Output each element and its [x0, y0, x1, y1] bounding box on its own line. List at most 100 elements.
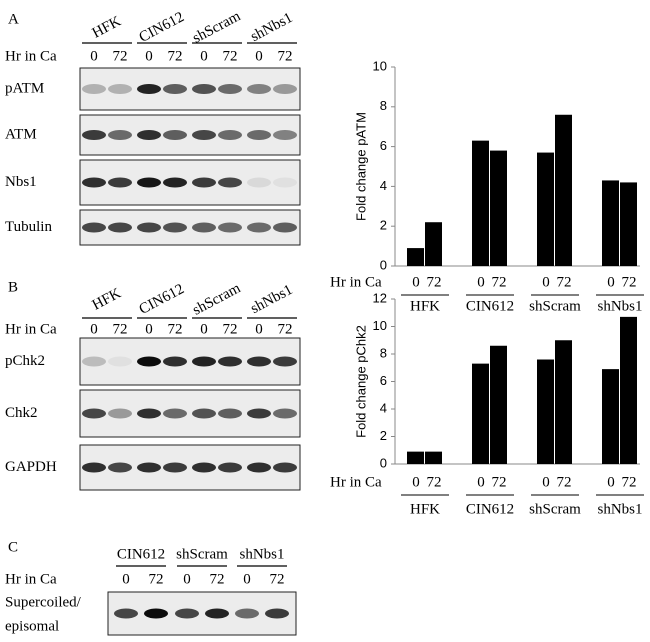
blot-band [273, 222, 297, 233]
bar [425, 222, 442, 266]
bar [407, 451, 424, 464]
timepoint-label: 0 [607, 274, 615, 290]
blot-band [247, 84, 271, 94]
blot-band [163, 356, 187, 367]
blot-band [137, 84, 161, 94]
blot-band [137, 177, 161, 188]
row-label: Tubulin [5, 219, 52, 235]
blot-band [218, 408, 242, 419]
blot-band [163, 408, 187, 419]
timepoint-label: 72 [149, 571, 164, 587]
blot-band [247, 177, 271, 188]
timepoint-label: 0 [477, 474, 485, 490]
timepoint-label: 72 [557, 274, 572, 290]
blot-band [247, 462, 271, 473]
blot-strip [107, 591, 297, 636]
timepoint-label: 72 [113, 321, 128, 337]
blot-band [192, 408, 216, 419]
timepoint-label: 72 [427, 474, 442, 490]
group-label: HFK [90, 285, 124, 313]
x-tick-label: shScram [529, 501, 581, 517]
x-tick-label: shNbs1 [597, 298, 642, 314]
bar [620, 316, 637, 464]
bar [472, 140, 489, 266]
x-tick-label: shNbs1 [597, 501, 642, 517]
timepoint-label: 72 [278, 321, 293, 337]
time-label: Hr in Ca [5, 571, 57, 587]
bar [490, 345, 507, 464]
bar [407, 248, 424, 266]
y-tick-label: 6 [380, 373, 387, 388]
y-tick-label: 4 [380, 178, 387, 193]
blot-band [192, 130, 216, 140]
blot-band [163, 130, 187, 140]
blot-band [163, 177, 187, 188]
blot-band [192, 84, 216, 94]
blot-band [82, 177, 106, 188]
bar [537, 152, 554, 266]
bar [425, 451, 442, 464]
timepoint-label: 0 [412, 474, 420, 490]
bar [537, 359, 554, 464]
group-label: CIN612 [117, 546, 165, 562]
group-label: shScram [190, 8, 243, 47]
blot-band [114, 608, 138, 619]
timepoint-label: 72 [113, 48, 128, 64]
blot-band [265, 608, 289, 619]
blot-band [137, 356, 161, 367]
timepoint-label: 72 [557, 474, 572, 490]
blot-band [218, 462, 242, 473]
x-tick-label: HFK [410, 298, 440, 314]
blot-band [247, 408, 271, 419]
y-tick-label: 8 [380, 345, 387, 360]
timepoint-label: 72 [270, 571, 285, 587]
blot-band [108, 222, 132, 233]
timepoint-label: 72 [278, 48, 293, 64]
blot-band [144, 608, 168, 619]
bar [555, 340, 572, 464]
x-tick-label: CIN612 [466, 298, 514, 314]
blot-band [235, 608, 259, 619]
blot-band [192, 222, 216, 233]
blot-band [218, 177, 242, 188]
blot-band [163, 222, 187, 233]
blot-band [175, 608, 199, 619]
blot-band [108, 84, 132, 94]
blot-band [82, 408, 106, 419]
x-axis-label: Hr in Ca [330, 474, 382, 490]
timepoint-label: 0 [255, 48, 263, 64]
bar [555, 114, 572, 266]
blot-band [273, 130, 297, 140]
row-label: ATM [5, 126, 37, 142]
timepoint-label: 72 [223, 321, 238, 337]
blot-band [218, 130, 242, 140]
blot-band [218, 222, 242, 233]
timepoint-label: 0 [145, 321, 153, 337]
row-label: pChk2 [5, 353, 45, 369]
y-tick-label: 0 [380, 455, 387, 470]
time-label: Hr in Ca [5, 48, 57, 64]
y-tick-label: 10 [373, 58, 387, 73]
timepoint-label: 72 [622, 474, 637, 490]
bar [472, 363, 489, 464]
blot-band [108, 130, 132, 140]
y-tick-label: 2 [380, 428, 387, 443]
timepoint-label: 0 [477, 274, 485, 290]
row-label: Nbs1 [5, 174, 37, 190]
y-tick-label: 8 [380, 98, 387, 113]
y-tick-label: 10 [373, 318, 387, 333]
timepoint-label: 72 [210, 571, 225, 587]
timepoint-label: 0 [200, 48, 208, 64]
blot-band [82, 130, 106, 140]
blot-band [82, 462, 106, 473]
group-label: shNbs1 [248, 282, 295, 317]
timepoint-label: 0 [90, 321, 98, 337]
row-label: episomal [5, 618, 59, 634]
timepoint-label: 72 [492, 274, 507, 290]
blot-strip [79, 67, 301, 111]
blot-band [273, 177, 297, 188]
blot-band [218, 84, 242, 94]
x-axis-label: Hr in Ca [330, 274, 382, 290]
timepoint-label: 0 [542, 274, 550, 290]
blot-band [137, 408, 161, 419]
